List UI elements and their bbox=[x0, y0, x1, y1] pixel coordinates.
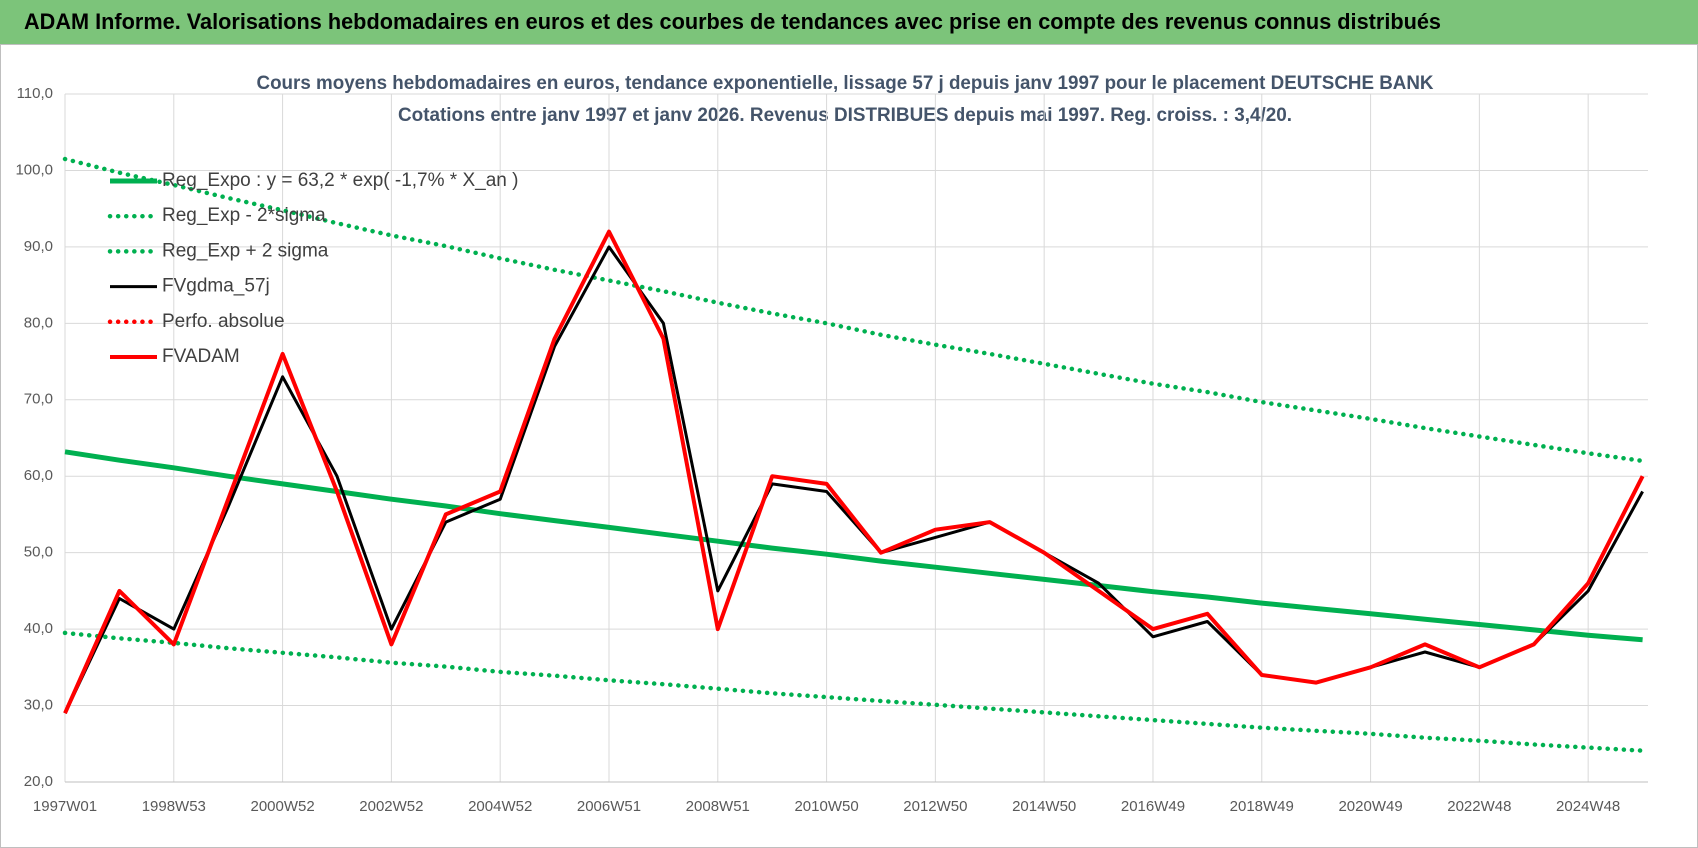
legend-label: FVADAM bbox=[162, 346, 240, 367]
y-tick-label: 110,0 bbox=[17, 85, 53, 102]
x-tick-label: 2002W52 bbox=[359, 798, 423, 815]
x-tick-label: 2008W51 bbox=[686, 798, 750, 815]
y-tick-label: 90,0 bbox=[24, 238, 53, 255]
legend-label: Reg_Exp + 2 sigma bbox=[162, 240, 329, 261]
x-tick-label: 2018W49 bbox=[1230, 798, 1294, 815]
legend-label: Perfo. absolue bbox=[162, 311, 285, 332]
legend-label: FVgdma_57j bbox=[162, 276, 270, 297]
x-tick-label: 2004W52 bbox=[468, 798, 532, 815]
series-line bbox=[62, 630, 1645, 753]
y-tick-label: 20,0 bbox=[24, 773, 53, 790]
chart-title: ADAM Informe. Valorisations hebdomadaire… bbox=[24, 9, 1441, 34]
legend-label: Reg_Expo : y = 63,2 * exp( -1,7% * X_an … bbox=[162, 170, 518, 191]
x-tick-label: 2012W50 bbox=[903, 798, 967, 815]
x-tick-label: 2006W51 bbox=[577, 798, 641, 815]
y-tick-label: 80,0 bbox=[24, 314, 53, 331]
x-tick-label: 1998W53 bbox=[142, 798, 206, 815]
y-tick-label: 70,0 bbox=[24, 391, 53, 408]
y-tick-label: 60,0 bbox=[24, 467, 53, 484]
y-tick-label: 30,0 bbox=[24, 697, 53, 714]
x-tick-label: 2000W52 bbox=[250, 798, 314, 815]
y-tick-label: 50,0 bbox=[24, 544, 53, 561]
x-tick-label: 2016W49 bbox=[1121, 798, 1185, 815]
series-line bbox=[64, 449, 1643, 643]
y-tick-label: 100,0 bbox=[15, 161, 53, 178]
series-line bbox=[63, 245, 1644, 714]
y-tick-label: 40,0 bbox=[24, 620, 53, 637]
chart-subtitle: Cours moyens hebdomadaires en euros, ten… bbox=[257, 73, 1434, 94]
x-tick-label: 2024W48 bbox=[1556, 798, 1620, 815]
series-line bbox=[63, 229, 1645, 715]
x-tick-label: 2022W48 bbox=[1447, 798, 1511, 815]
x-tick-label: 2010W50 bbox=[794, 798, 858, 815]
x-tick-label: 2014W50 bbox=[1012, 798, 1076, 815]
chart-subtitle: Cotations entre janv 1997 et janv 2026. … bbox=[398, 105, 1292, 126]
legend-label: Reg_Exp - 2*sigma bbox=[162, 205, 326, 226]
header-bar bbox=[0, 0, 1698, 44]
x-tick-label: 1997W01 bbox=[33, 798, 97, 815]
x-tick-label: 2020W49 bbox=[1338, 798, 1402, 815]
